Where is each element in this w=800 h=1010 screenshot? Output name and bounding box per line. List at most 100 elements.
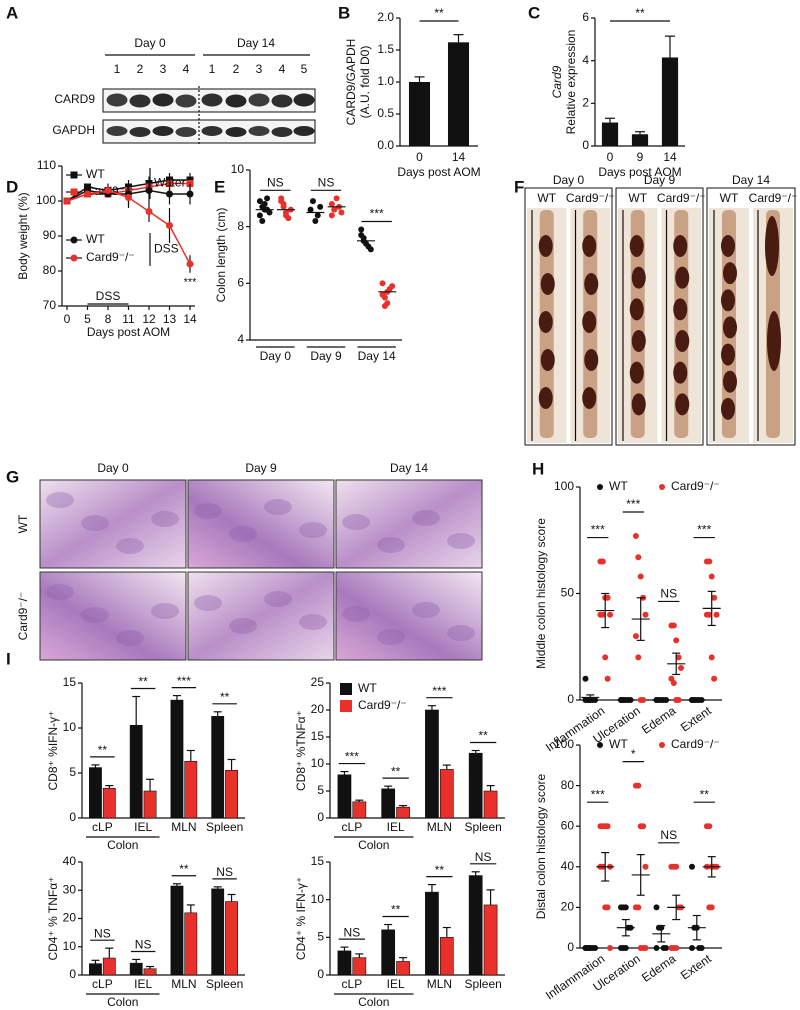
photo-genotype-label: WT <box>628 191 647 205</box>
x-tick-label: Day 14 <box>358 349 396 363</box>
photo-tumor <box>584 273 599 295</box>
data-point <box>307 206 314 213</box>
data-point <box>706 611 713 618</box>
y-tick-label: 0 <box>567 940 574 954</box>
data-point <box>607 611 614 618</box>
data-point <box>635 654 642 661</box>
photo-genotype-label: WT <box>720 191 739 205</box>
blot-lane-label: 1 <box>209 62 216 76</box>
photo-tumor <box>538 311 553 333</box>
bar <box>468 752 483 819</box>
data-point <box>312 218 319 224</box>
y-axis-label: CD4⁺ % TNFα⁺ <box>46 876 60 960</box>
photo-tumor <box>673 361 688 384</box>
y-tick-label: 2.0 <box>377 10 394 24</box>
histology-day-label: Day 0 <box>97 461 129 475</box>
data-point <box>358 226 365 233</box>
y-tick-label: 6 <box>237 276 244 290</box>
blot-lane-label: 3 <box>160 62 167 76</box>
histology-texture <box>46 584 74 600</box>
group-label: Colon <box>358 995 389 1009</box>
histology-image <box>335 571 483 661</box>
photo-frame <box>524 187 613 446</box>
bar <box>396 806 410 819</box>
data-point <box>640 823 647 830</box>
data-point <box>328 212 335 219</box>
y-axis-label: Card9 <box>550 65 564 98</box>
x-tick-label: 8 <box>105 312 112 326</box>
y-tick-label: 100 <box>554 737 574 751</box>
bar <box>102 957 116 976</box>
x-tick-label: Spleen <box>206 820 243 834</box>
bar <box>447 42 470 146</box>
legend-marker <box>659 742 665 748</box>
x-axis-label: Days post AOM <box>397 165 480 179</box>
y-axis-label: Body weight (%) <box>16 192 30 279</box>
bar <box>396 961 410 976</box>
bar <box>225 769 238 819</box>
x-tick-label: cLP <box>342 977 363 991</box>
photo-tumor <box>673 235 688 257</box>
bar <box>408 82 431 146</box>
x-tick-label: 0 <box>607 150 614 164</box>
y-tick-label: 0 <box>317 810 324 824</box>
blot-band <box>201 126 223 136</box>
data-point <box>599 611 606 618</box>
blot-lane-label: 4 <box>183 62 190 76</box>
photo-tumor <box>629 298 644 321</box>
bar <box>468 875 483 976</box>
histology-texture <box>447 533 475 549</box>
y-tick-label: 50 <box>561 586 575 600</box>
blot-band <box>152 126 174 136</box>
significance-label: *** <box>591 523 605 537</box>
x-tick-label: Edema <box>639 951 678 984</box>
data-point <box>333 195 340 202</box>
y-tick-label: 5 <box>317 783 324 797</box>
photo-tumor <box>675 266 690 289</box>
data-point <box>642 863 649 870</box>
y-tick-label: 15 <box>63 675 77 689</box>
bar <box>184 912 198 976</box>
y-tick-label: 10 <box>63 720 77 734</box>
photo-tumor <box>582 311 597 333</box>
legend-swatch <box>340 683 352 695</box>
data-point <box>282 212 289 219</box>
legend-swatch <box>340 700 352 712</box>
panel-label: H <box>532 459 544 478</box>
data-point <box>259 218 266 224</box>
photo-tumor <box>721 343 735 366</box>
blot-lane-label: 5 <box>301 62 308 76</box>
data-point <box>673 637 680 644</box>
data-point <box>599 558 606 565</box>
data-point <box>256 212 263 219</box>
histology-texture <box>229 526 257 542</box>
y-tick-label: 60 <box>561 818 575 832</box>
x-tick-label: 14 <box>663 150 677 164</box>
data-point <box>635 554 642 561</box>
y-tick-label: 1.0 <box>377 74 394 88</box>
data-point <box>675 654 682 661</box>
significance-label: NS <box>660 828 677 842</box>
legend-label: WT <box>358 681 377 695</box>
data-point <box>635 904 642 911</box>
blot-band <box>225 94 247 108</box>
bar <box>425 891 439 976</box>
blot-lane-label: 2 <box>137 62 144 76</box>
x-tick-label: 9 <box>637 150 644 164</box>
bar <box>143 790 157 819</box>
photo-tumor <box>721 289 735 312</box>
x-tick-label: 5 <box>84 312 91 326</box>
significance-label: ** <box>179 862 189 876</box>
panel-label: C <box>528 3 540 22</box>
x-tick-label: Day 9 <box>310 349 342 363</box>
histology-image <box>39 479 187 569</box>
histology-texture <box>46 492 74 508</box>
significance-label: ** <box>220 690 230 704</box>
legend-label: WT <box>86 167 105 181</box>
data-point <box>632 532 639 539</box>
data-point <box>713 611 720 618</box>
x-tick-label: Extent <box>678 951 714 982</box>
data-point <box>653 904 660 911</box>
data-point <box>708 573 715 580</box>
